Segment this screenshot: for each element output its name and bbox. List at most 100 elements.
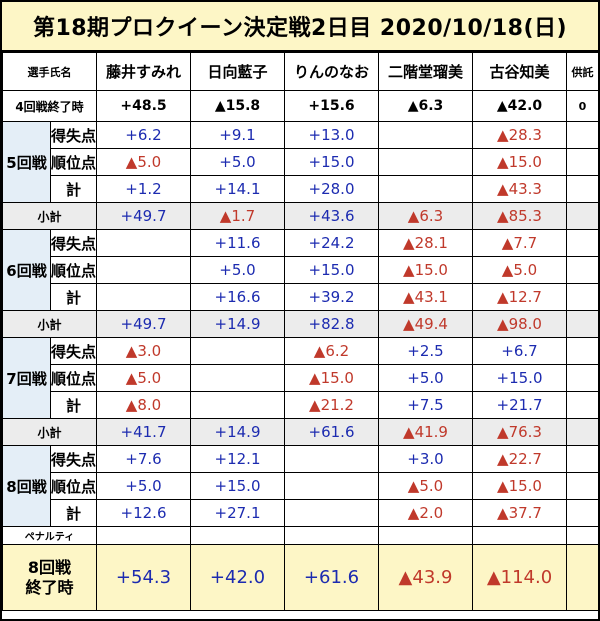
round-label: 5回戦 [2,121,51,203]
subtotal-cell: +43.6 [284,202,379,230]
row-label: 計 [50,283,97,311]
score-cell: ▲22.7 [472,445,567,473]
score-cell [190,391,285,419]
empty-cell [378,526,473,545]
empty-cell [190,526,285,545]
row-label: 得失点 [50,121,97,149]
score-cell [190,337,285,365]
score-cell: +7.6 [96,445,191,473]
subtotal-cell: +49.7 [96,310,191,338]
score-cell: ▲3.0 [96,337,191,365]
score-cell: ▲28.1 [378,229,473,257]
score-cell: +5.0 [96,472,191,500]
subtotal-cell: ▲49.4 [378,310,473,338]
empty-cell [472,526,567,545]
empty-cell [566,472,599,500]
score-cell: +12.6 [96,499,191,527]
subtotal-row: 小計 +49.7 +14.9 +82.8 ▲49.4 ▲98.0 [2,310,599,338]
score-cell: +1.2 [96,175,191,203]
player-name: 二階堂瑠美 [378,52,473,91]
results-table: 選手氏名 藤井すみれ 日向藍子 りんのなお 二階堂瑠美 古谷知美 供託 4回戦終… [2,52,599,611]
round-5-total-row: 計 +1.2 +14.1 +28.0 ▲43.3 [3,175,599,203]
prev-total-value: +15.6 [284,90,379,122]
row-label: 得失点 [50,445,97,473]
score-cell [96,229,191,257]
score-cell: ▲43.3 [472,175,567,203]
subtotal-cell: +82.8 [284,310,379,338]
empty-cell [566,148,599,176]
empty-cell [284,526,379,545]
subtotal-row: 小計 +41.7 +14.9 +61.6 ▲41.9 ▲76.3 [2,418,599,446]
round-label: 7回戦 [2,337,51,419]
score-cell [284,445,379,473]
row-label: 順位点 [50,148,97,176]
round-7-rank-row: 順位点 ▲5.0 ▲15.0 +5.0 +15.0 [3,364,599,392]
round-5-rank-row: 順位点 ▲5.0 +5.0 +15.0 ▲15.0 [3,148,599,176]
empty-cell [566,544,599,611]
score-cell: ▲5.0 [96,364,191,392]
round-7-score-row: 7回戦 得失点 ▲3.0 ▲6.2 +2.5 +6.7 [2,337,599,419]
score-cell: ▲2.0 [378,499,473,527]
player-name-header: 選手氏名 [2,52,97,91]
score-cell [96,283,191,311]
row-label: 得失点 [50,229,97,257]
empty-cell [566,229,599,257]
score-cell: +5.0 [190,148,285,176]
score-cell: ▲15.0 [472,472,567,500]
empty-cell [566,445,599,473]
row-label: 計 [50,175,97,203]
score-cell: ▲43.1 [378,283,473,311]
score-cell: +14.1 [190,175,285,203]
subtotal-cell: +14.9 [190,418,285,446]
row-label: 順位点 [50,364,97,392]
final-total-row: 8回戦 終了時 +54.3 +42.0 +61.6 ▲43.9 ▲114.0 [2,544,599,611]
score-cell: ▲7.7 [472,229,567,257]
score-cell: +27.1 [190,499,285,527]
empty-cell [566,283,599,311]
round-6-total-row: 計 +16.6 +39.2 ▲43.1 ▲12.7 [3,283,599,311]
prev-total-value: ▲6.3 [378,90,473,122]
prev-total-label: 4回戦終了時 [2,90,97,122]
deposit-value: 0 [566,90,599,122]
score-cell: +12.1 [190,445,285,473]
header-row: 選手氏名 藤井すみれ 日向藍子 りんのなお 二階堂瑠美 古谷知美 供託 [2,52,599,91]
subtotal-cell: +49.7 [96,202,191,230]
score-cell: +6.7 [472,337,567,365]
prev-total-value: ▲42.0 [472,90,567,122]
score-cell: +21.7 [472,391,567,419]
score-cell: ▲21.2 [284,391,379,419]
score-cell [96,256,191,284]
score-cell: ▲15.0 [472,148,567,176]
final-total-cell: +42.0 [190,544,285,611]
empty-cell [566,121,599,149]
final-total-cell: +54.3 [96,544,191,611]
score-cell: ▲5.0 [378,472,473,500]
score-cell: +3.0 [378,445,473,473]
subtotal-cell: +41.7 [96,418,191,446]
score-cell: +16.6 [190,283,285,311]
score-cell [284,472,379,500]
round-8-score-row: 8回戦 得失点 +7.6 +12.1 +3.0 ▲22.7 [2,445,599,527]
round-label: 8回戦 [2,445,51,527]
score-cell: ▲5.0 [96,148,191,176]
row-label: 計 [50,499,97,527]
score-cell: +2.5 [378,337,473,365]
player-name: りんのなお [284,52,379,91]
row-label: 計 [50,391,97,419]
score-cell: +13.0 [284,121,379,149]
deposit-header: 供託 [566,52,599,91]
final-total-cell: ▲43.9 [378,544,473,611]
score-cell: +5.0 [378,364,473,392]
score-cell [190,364,285,392]
final-total-cell: ▲114.0 [472,544,567,611]
empty-cell [566,391,599,419]
prev-total-value: ▲15.8 [190,90,285,122]
score-cell: +6.2 [96,121,191,149]
round-5-score-row: 5回戦 得失点 +6.2 +9.1 +13.0 ▲28.3 [2,121,599,203]
score-cell: ▲15.0 [284,364,379,392]
row-label: 得失点 [50,337,97,365]
page-title: 第18期プロクイーン決定戦2日目 2020/10/18(日) [2,2,598,52]
score-cell: ▲28.3 [472,121,567,149]
empty-cell [96,526,191,545]
subtotal-cell: +61.6 [284,418,379,446]
